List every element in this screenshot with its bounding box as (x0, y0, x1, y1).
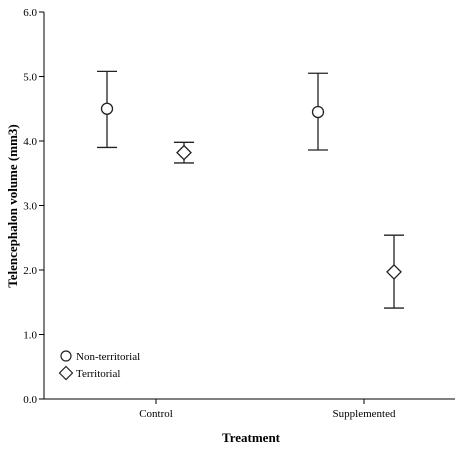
y-tick-label: 1.0 (23, 330, 37, 342)
plot-area: 0.0 1.0 2.0 3.0 4.0 5.0 6.0 Control Supplemented (23, 7, 455, 420)
y-tick-label: 5.0 (23, 72, 37, 84)
data-point-circle (100, 102, 114, 115)
x-tick-label: Supplemented (333, 408, 396, 420)
legend: Non-territorial Territorial (58, 350, 140, 381)
legend-label: Non-territorial (76, 351, 140, 363)
y-axis-title: Telencephalon volume (mm3) (5, 124, 20, 287)
legend-marker-circle (60, 350, 72, 362)
legend-marker-diamond (58, 365, 74, 381)
y-tick-label: 2.0 (23, 265, 37, 277)
data-point-diamond (176, 144, 192, 161)
x-tick-label: Control (139, 408, 173, 420)
y-tick-label: 3.0 (23, 201, 37, 213)
x-axis-title: Treatment (222, 430, 281, 445)
data-point-circle (311, 105, 325, 119)
y-tick-label: 6.0 (23, 7, 37, 19)
legend-label: Territorial (76, 368, 120, 380)
data-point-diamond (386, 264, 402, 280)
y-tick-label: 4.0 (23, 136, 37, 148)
y-tick-label: 0.0 (23, 394, 37, 406)
